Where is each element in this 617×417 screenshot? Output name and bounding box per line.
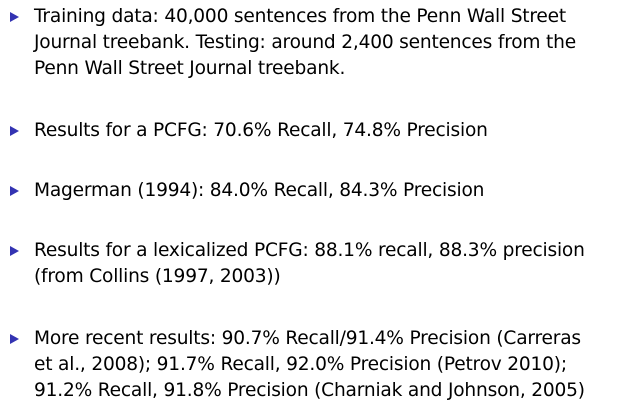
triangle-bullet-icon <box>10 334 19 344</box>
bullet-text: Results for a PCFG: 70.6% Recall, 74.8% … <box>34 118 488 144</box>
bullet-line: Journal treebank. Testing: around 2,400 … <box>34 32 576 53</box>
bullet-text: Training data: 40,000 sentences from the… <box>34 4 576 82</box>
triangle-bullet-icon <box>10 246 19 256</box>
triangle-bullet-icon <box>10 126 19 136</box>
bullet-line: Training data: 40,000 sentences from the… <box>34 6 566 27</box>
bullet-line: More recent results: 90.7% Recall/91.4% … <box>34 328 581 349</box>
bullet-line: Magerman (1994): 84.0% Recall, 84.3% Pre… <box>34 180 485 201</box>
bullet-line: (from Collins (1997, 2003)) <box>34 266 281 287</box>
bullet-line: et al., 2008); 91.7% Recall, 92.0% Preci… <box>34 354 567 375</box>
bullet-line: Results for a PCFG: 70.6% Recall, 74.8% … <box>34 120 488 141</box>
bullet-line: Penn Wall Street Journal treebank. <box>34 58 346 79</box>
triangle-bullet-icon <box>10 186 19 196</box>
bullet-text: Results for a lexicalized PCFG: 88.1% re… <box>34 238 585 290</box>
bullet-text: More recent results: 90.7% Recall/91.4% … <box>34 326 585 404</box>
bullet-line: Results for a lexicalized PCFG: 88.1% re… <box>34 240 585 261</box>
triangle-bullet-icon <box>10 12 19 22</box>
bullet-text: Magerman (1994): 84.0% Recall, 84.3% Pre… <box>34 178 484 204</box>
bullet-line: 91.2% Recall, 91.8% Precision (Charniak … <box>34 380 585 401</box>
